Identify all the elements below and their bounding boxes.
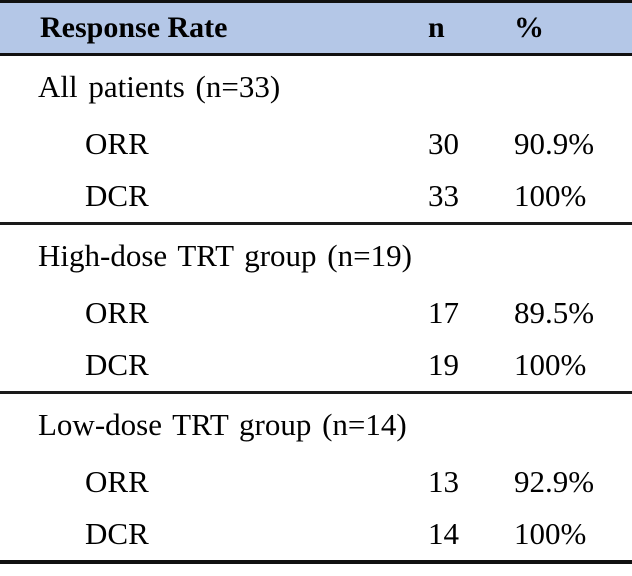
header-cell-percent: % xyxy=(514,11,544,44)
row-pct-value: 89.5% xyxy=(514,295,595,330)
section-low-dose: Low-dose TRT group (n=14) ORR 13 92.9% D… xyxy=(0,394,632,564)
row-pct-value: 90.9% xyxy=(514,126,595,161)
section-title: All patients (n=33) xyxy=(38,69,281,104)
section-high-dose: High-dose TRT group (n=19) ORR 17 89.5% … xyxy=(0,225,632,394)
row-pct-value: 100% xyxy=(514,347,587,382)
table-row: ORR 17 89.5% xyxy=(0,287,632,339)
row-label: DCR xyxy=(85,178,149,213)
table-row: ORR 13 92.9% xyxy=(0,456,632,508)
row-label: DCR xyxy=(85,516,149,551)
table-row: DCR 14 100% xyxy=(0,508,632,560)
table-row: DCR 19 100% xyxy=(0,339,632,391)
row-label: ORR xyxy=(85,126,149,161)
row-pct-value: 100% xyxy=(514,178,587,213)
row-n-value: 14 xyxy=(428,516,459,551)
row-label: ORR xyxy=(85,464,149,499)
row-n-value: 33 xyxy=(428,178,459,213)
section-all-patients: All patients (n=33) ORR 30 90.9% DCR 33 … xyxy=(0,56,632,225)
table-row: ORR 30 90.9% xyxy=(0,118,632,170)
row-pct-value: 100% xyxy=(514,516,587,551)
row-n-value: 13 xyxy=(428,464,459,499)
table-header-row: Response Rate n % xyxy=(0,0,632,56)
row-label: ORR xyxy=(85,295,149,330)
section-title: High-dose TRT group (n=19) xyxy=(38,238,412,273)
header-cell-n: n xyxy=(428,11,445,44)
table-row: DCR 33 100% xyxy=(0,170,632,222)
section-title: Low-dose TRT group (n=14) xyxy=(38,407,407,442)
row-label: DCR xyxy=(85,347,149,382)
header-cell-response-rate: Response Rate xyxy=(40,11,228,44)
section-title-row: Low-dose TRT group (n=14) xyxy=(0,394,632,456)
row-n-value: 19 xyxy=(428,347,459,382)
row-n-value: 30 xyxy=(428,126,459,161)
section-title-row: High-dose TRT group (n=19) xyxy=(0,225,632,287)
section-title-row: All patients (n=33) xyxy=(0,56,632,118)
row-pct-value: 92.9% xyxy=(514,464,595,499)
row-n-value: 17 xyxy=(428,295,459,330)
